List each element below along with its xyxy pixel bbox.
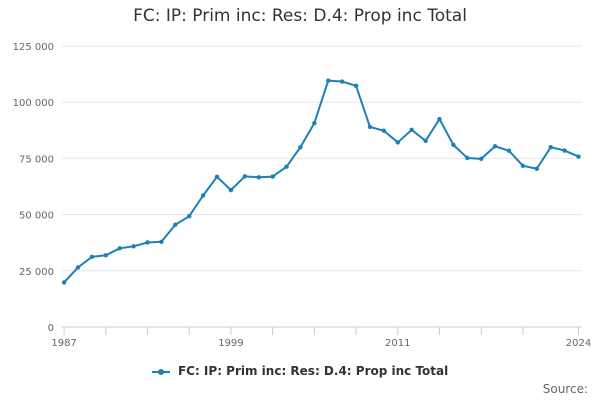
data-point[interactable] — [103, 253, 108, 258]
chart-title: FC: IP: Prim inc: Res: D.4: Prop inc Tot… — [133, 6, 467, 26]
data-point[interactable] — [89, 254, 95, 260]
data-point[interactable] — [353, 83, 359, 88]
data-point[interactable] — [534, 166, 540, 171]
y-tick-label: 25 000 — [19, 267, 54, 278]
data-point[interactable] — [200, 193, 206, 198]
data-point[interactable] — [284, 164, 289, 169]
data-point[interactable] — [312, 120, 317, 126]
data-point[interactable] — [61, 280, 67, 285]
y-tick-label: 125 000 — [13, 42, 54, 53]
data-point[interactable] — [339, 79, 345, 84]
data-point[interactable] — [145, 240, 150, 245]
data-point[interactable] — [131, 244, 136, 249]
x-tick-label: 1987 — [51, 338, 76, 349]
data-point[interactable] — [367, 124, 373, 130]
y-tick-label: 100 000 — [13, 98, 54, 109]
y-axis: 0 25 000 50 000 75 000 100 000 125 000 — [13, 42, 54, 334]
data-point[interactable] — [270, 174, 275, 179]
data-point[interactable] — [409, 127, 414, 133]
data-point[interactable] — [242, 174, 248, 179]
data-point[interactable] — [520, 163, 526, 169]
data-point[interactable] — [381, 128, 387, 133]
data-point[interactable] — [562, 148, 567, 153]
series-line[interactable] — [63, 79, 580, 284]
data-point[interactable] — [465, 155, 470, 161]
series-group — [61, 78, 581, 285]
gridlines — [62, 45, 582, 272]
data-point[interactable] — [423, 138, 428, 144]
data-point[interactable] — [173, 222, 178, 227]
data-point[interactable] — [576, 154, 581, 159]
y-tick-label: 0 — [48, 323, 54, 334]
x-tick-label: 2024 — [566, 338, 591, 349]
y-tick-label: 50 000 — [19, 211, 54, 222]
data-point[interactable] — [395, 140, 400, 145]
data-point[interactable] — [75, 265, 81, 270]
data-point[interactable] — [437, 116, 442, 122]
data-point[interactable] — [214, 174, 220, 180]
legend[interactable]: FC: IP: Prim inc: Res: D.4: Prop inc Tot… — [0, 364, 600, 378]
data-point[interactable] — [492, 144, 498, 149]
x-tick-label: 2011 — [385, 338, 410, 349]
data-point[interactable] — [548, 144, 553, 150]
data-point[interactable] — [298, 144, 303, 150]
data-point[interactable] — [256, 175, 261, 180]
source-credit: Source: — [542, 382, 588, 396]
data-point[interactable] — [228, 187, 234, 193]
legend-label: FC: IP: Prim inc: Res: D.4: Prop inc Tot… — [177, 364, 449, 378]
y-tick-label: 75 000 — [19, 154, 54, 165]
data-point[interactable] — [506, 148, 512, 153]
x-axis: 1987 1999 2011 2024 — [51, 326, 591, 349]
data-point[interactable] — [478, 156, 484, 162]
legend-line-icon — [151, 367, 170, 377]
x-tick-label: 1999 — [218, 338, 243, 349]
data-point[interactable] — [117, 246, 122, 251]
data-point[interactable] — [326, 78, 331, 83]
data-point[interactable] — [451, 142, 456, 148]
data-point[interactable] — [187, 213, 192, 219]
data-point[interactable] — [159, 239, 164, 245]
